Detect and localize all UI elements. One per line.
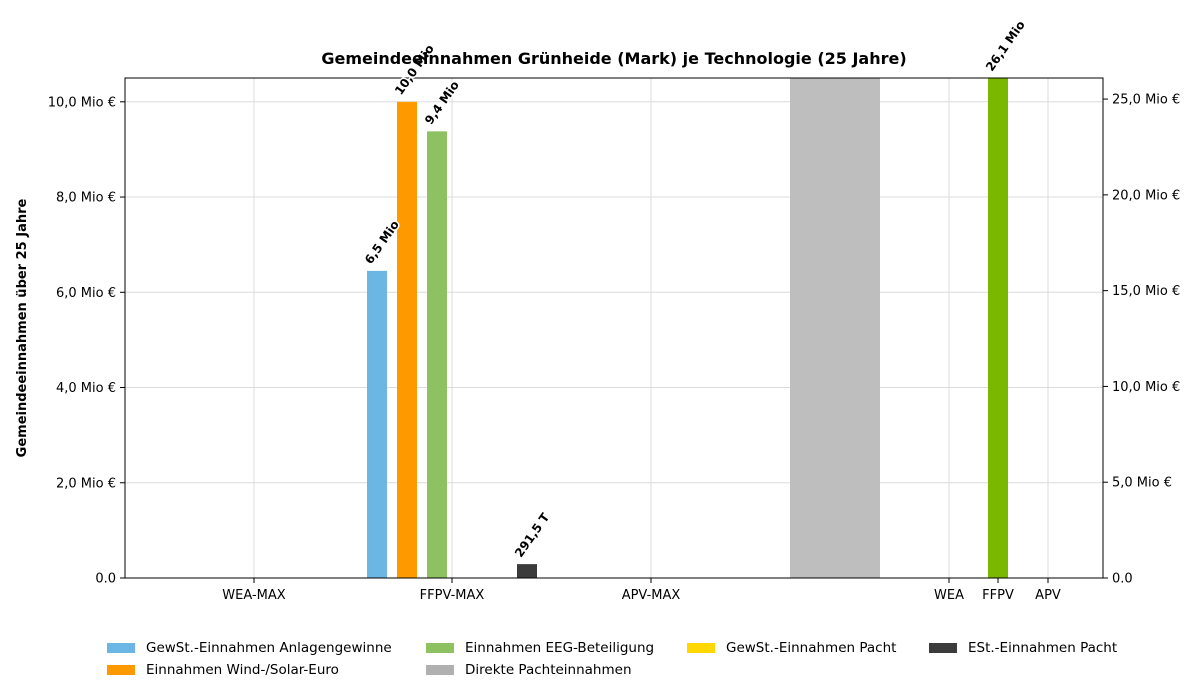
legend-swatch xyxy=(426,665,454,675)
legend-label: Direkte Pachteinnahmen xyxy=(465,662,632,678)
legend-swatch xyxy=(107,665,135,675)
bar xyxy=(367,270,387,578)
legend-item: GewSt.-Einnahmen Pacht xyxy=(687,640,929,656)
y-tick-label-left: 4,0 Mio € xyxy=(56,381,116,396)
legend-label: GewSt.-Einnahmen Pacht xyxy=(726,640,897,656)
plot-border xyxy=(124,77,1104,579)
legend-swatch xyxy=(687,643,715,653)
x-tick-label: FFPV-MAX xyxy=(420,588,485,603)
data-label: 9,4 Mio xyxy=(422,78,462,127)
x-tick-label: FFPV xyxy=(982,588,1014,603)
legend-label: Einnahmen EEG-Beteiligung xyxy=(465,640,655,656)
legend-item: ESt.-Einnahmen Pacht xyxy=(929,640,1129,656)
plot-frame xyxy=(124,77,1104,579)
y-tick-label-right: 5,0 Mio € xyxy=(1112,476,1172,491)
separator-band xyxy=(790,78,880,578)
y-tick-label-left: 0.0 xyxy=(95,572,116,587)
legend-label: ESt.-Einnahmen Pacht xyxy=(968,640,1118,656)
legend-swatch xyxy=(929,643,957,653)
bar xyxy=(427,131,447,579)
grid xyxy=(125,78,1103,579)
x-tick-label: WEA xyxy=(934,588,964,603)
data-label: 26,1 Mio xyxy=(983,18,1028,74)
x-tick-label: APV-MAX xyxy=(622,588,681,603)
y-tick-label-right: 20,0 Mio € xyxy=(1112,188,1180,203)
bars xyxy=(367,78,1008,579)
x-tick-label: WEA-MAX xyxy=(222,588,285,603)
right-y-axis: 0.0 5,0 Mio € 10,0 Mio € 15,0 Mio € 20,0 Mio… xyxy=(1103,93,1180,587)
data-label: 291,5 T xyxy=(512,510,553,560)
x-axis: WEA-MAX FFPV-MAX APV-MAX WEA FFPV APV xyxy=(222,578,1061,603)
legend-swatch xyxy=(107,643,135,653)
y-tick-label-right: 25,0 Mio € xyxy=(1112,93,1180,108)
y-tick-label-right: 10,0 Mio € xyxy=(1112,380,1180,395)
legend-swatch xyxy=(426,643,454,653)
chart: WEA-MAX FFPV-MAX APV-MAX WEA FFPV APV 0.0 2,0 … xyxy=(15,17,1180,603)
y-axis-label: Gemeindeeinnahmen über 25 Jahre xyxy=(15,198,30,457)
bar xyxy=(988,78,1008,578)
bar xyxy=(517,564,537,578)
y-tick-label-right: 15,0 Mio € xyxy=(1112,284,1180,299)
legend-item: Direkte Pachteinnahmen xyxy=(426,662,687,678)
x-tick-label: APV xyxy=(1035,588,1061,603)
y-tick-label-left: 8,0 Mio € xyxy=(56,191,116,206)
data-label: 6,5 Mio xyxy=(362,218,402,267)
y-tick-label-left: 2,0 Mio € xyxy=(56,476,116,491)
legend-label: Einnahmen Wind-/Solar-Euro xyxy=(146,662,339,678)
y-tick-label-right: 0.0 xyxy=(1112,572,1133,587)
legend-item: Einnahmen EEG-Beteiligung xyxy=(426,640,687,656)
legend-item: GewSt.-Einnahmen Anlagengewinne xyxy=(107,640,426,656)
legend: GewSt.-Einnahmen Anlagengewinne Einnahmen… xyxy=(107,640,1129,678)
legend-item: Einnahmen Wind-/Solar-Euro xyxy=(107,662,426,678)
left-y-axis: 0.0 2,0 Mio € 4,0 Mio € 6,0 Mio € 8,0 Mio € 1… xyxy=(48,95,125,587)
y-tick-label-left: 10,0 Mio € xyxy=(48,95,116,110)
chart-title: Gemeindeeinnahmen Grünheide (Mark) je Te… xyxy=(321,49,906,68)
bar xyxy=(397,101,417,579)
legend-label: GewSt.-Einnahmen Anlagengewinne xyxy=(146,640,392,656)
y-tick-label-left: 6,0 Mio € xyxy=(56,286,116,301)
